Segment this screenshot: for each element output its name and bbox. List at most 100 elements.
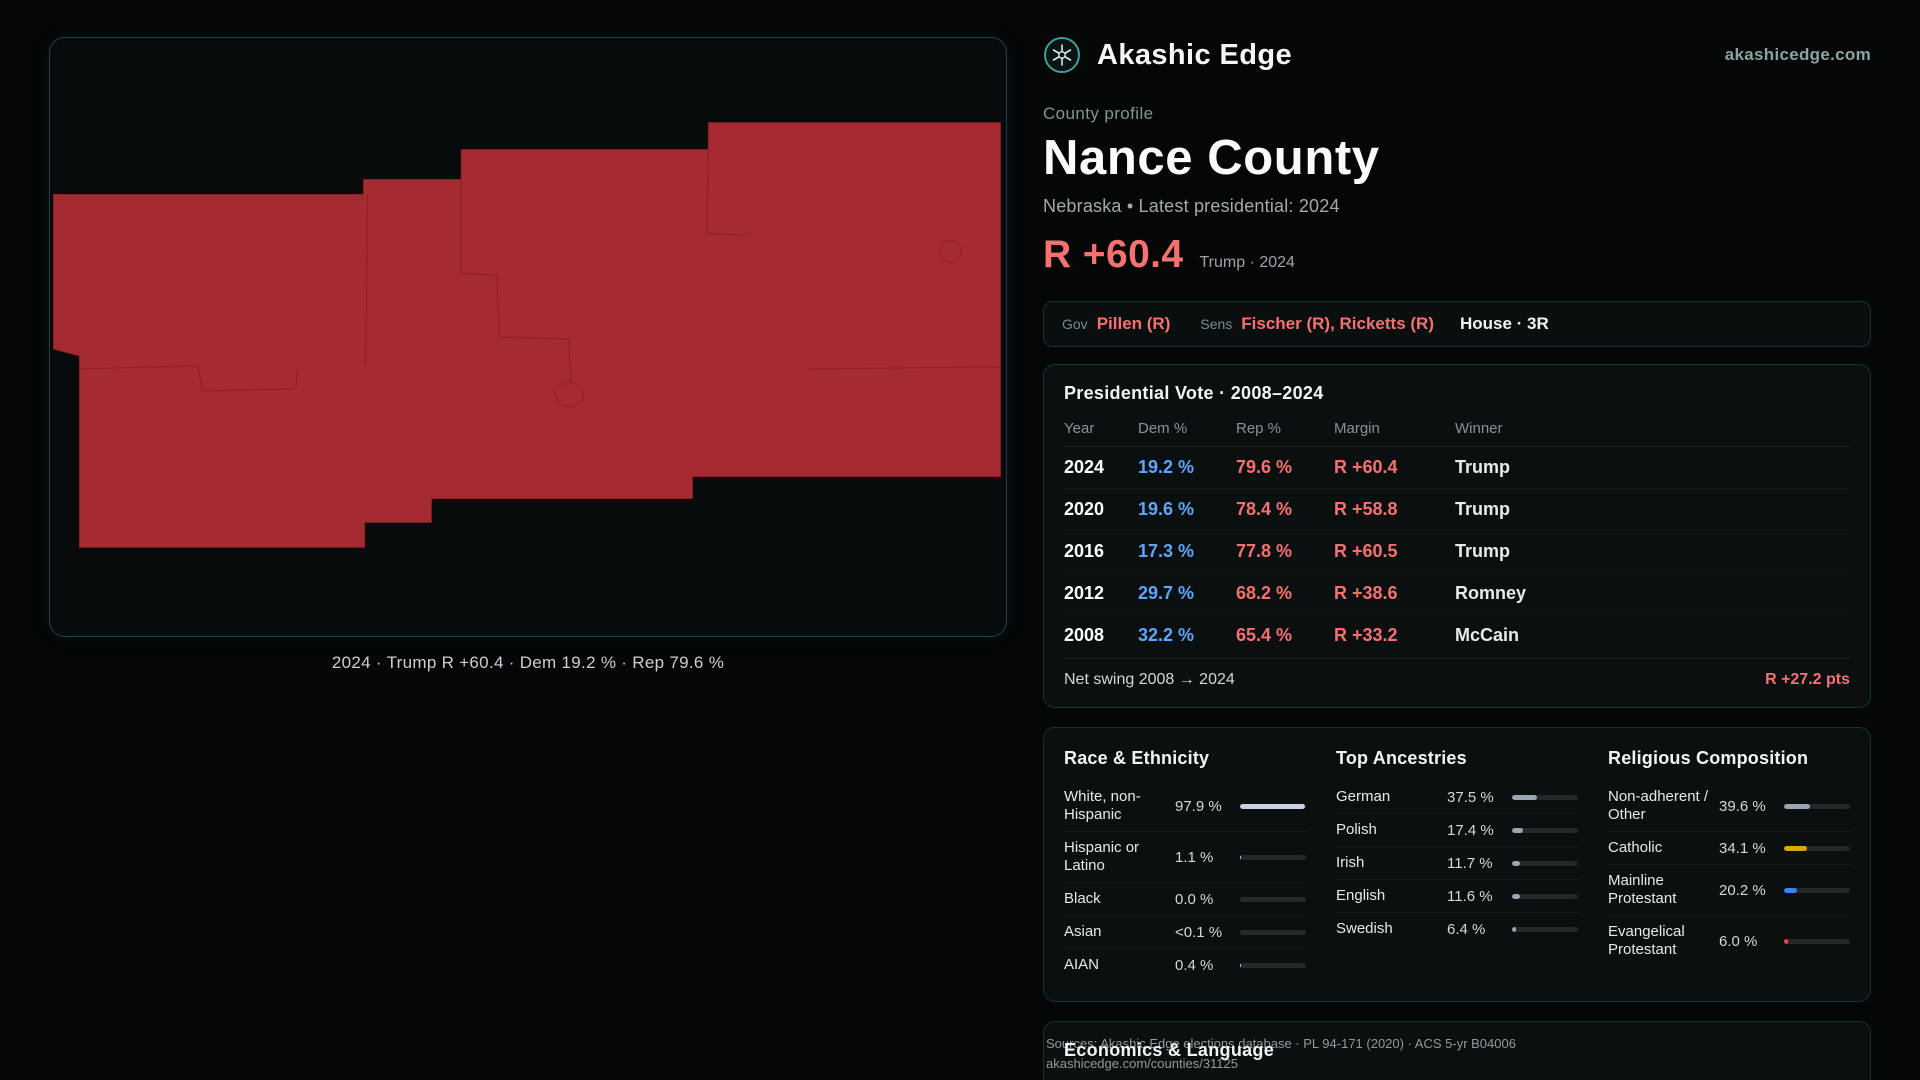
rep-cell: 65.4 % — [1236, 625, 1293, 645]
house-value: House · 3R — [1459, 314, 1549, 333]
map-caption: 2024 · Trump R +60.4 · Dem 19.2 % · Rep … — [331, 653, 725, 672]
bar-track — [1512, 926, 1578, 932]
demo-value: 0.0 % — [1175, 890, 1214, 908]
economics-panel: Sources: Akashic Edge elections database… — [1043, 1021, 1871, 1080]
table-body: 2024 19.2 % 79.6 % R +60.4 Trump 2020 19… — [1064, 447, 1850, 656]
demo-row: Non-adherent / Other 39.6 % — [1608, 781, 1850, 832]
bar-fill — [1512, 860, 1520, 866]
dem-cell: 19.2 % — [1138, 457, 1195, 477]
dem-cell: 17.3 % — [1138, 541, 1195, 561]
bar-track — [1240, 803, 1306, 809]
demo-label: Mainline Protestant — [1608, 872, 1677, 907]
net-swing-row: Net swing 2008 → 2024 R +27.2 pts — [1064, 658, 1850, 695]
demo-value: 1.1 % — [1175, 848, 1214, 866]
rep-cell: 77.8 % — [1236, 541, 1293, 561]
table-row: 2016 17.3 % 77.8 % R +60.5 Trump — [1064, 531, 1850, 573]
year-cell: 2024 — [1064, 457, 1105, 477]
presidential-title: Presidential Vote · 2008–2024 — [1064, 383, 1324, 403]
county-title: Nance County — [1043, 131, 1380, 185]
economics-title: Economics & Language — [1064, 1040, 1275, 1060]
col-dem: Dem % — [1138, 420, 1188, 437]
bar-track — [1240, 896, 1306, 902]
precinct-boundary — [460, 179, 572, 383]
year-cell: 2016 — [1064, 541, 1105, 561]
demo-row: Catholic 34.1 % — [1608, 832, 1850, 865]
section-title: Religious Composition — [1608, 748, 1809, 768]
margin-cell: R +33.2 — [1334, 625, 1398, 645]
precinct-boundary — [705, 149, 749, 236]
bar-track — [1784, 845, 1850, 851]
bar-fill — [1512, 794, 1537, 800]
demo-row: Evangelical Protestant 6.0 % — [1608, 916, 1850, 966]
col-margin: Margin — [1334, 420, 1380, 437]
demo-label: Catholic — [1608, 839, 1663, 856]
dem-cell: 29.7 % — [1138, 583, 1195, 603]
demo-label: Asian — [1064, 923, 1102, 940]
demo-row: Polish 17.4 % — [1336, 814, 1578, 847]
top-ancestries-section: Top Ancestries German 37.5 % Polish 17.4… — [1336, 748, 1578, 981]
table-row: 2020 19.6 % 78.4 % R +58.8 Trump — [1064, 489, 1850, 531]
county-map-panel[interactable] — [49, 37, 1007, 637]
demo-label: Swedish — [1336, 920, 1393, 937]
demo-value: 34.1 % — [1719, 839, 1766, 857]
bar-fill — [1512, 827, 1524, 833]
precinct-boundary — [364, 194, 369, 367]
winner-cell: Trump — [1455, 541, 1511, 561]
map-area: 2024 · Trump R +60.4 · Dem 19.2 % · Rep … — [49, 37, 1007, 673]
demo-label: Polish — [1336, 821, 1377, 838]
winner-cell: Romney — [1455, 583, 1527, 603]
race-ethnicity-section: Race & Ethnicity White, non-Hispanic 97.… — [1064, 748, 1306, 981]
town-boundary — [553, 380, 585, 409]
demo-label: AIAN — [1064, 956, 1100, 973]
demographics-panel: Race & Ethnicity White, non-Hispanic 97.… — [1043, 727, 1871, 1002]
year-cell: 2008 — [1064, 625, 1105, 645]
bar-fill — [1784, 887, 1798, 893]
demo-row: Swedish 6.4 % — [1336, 913, 1578, 945]
bar-track — [1512, 860, 1578, 866]
demo-row: English 11.6 % — [1336, 880, 1578, 913]
margin-cell: R +60.5 — [1334, 541, 1398, 561]
bar-fill — [1784, 803, 1811, 809]
demo-row: Irish 11.7 % — [1336, 847, 1578, 880]
demo-value: 37.5 % — [1447, 788, 1494, 806]
presidential-panel: Presidential Vote · 2008–2024 Year Dem %… — [1043, 364, 1871, 708]
year-cell: 2020 — [1064, 499, 1105, 519]
winner-cell: McCain — [1455, 625, 1520, 645]
bar-fill — [1512, 926, 1517, 932]
rep-cell: 68.2 % — [1236, 583, 1293, 603]
county-polygon[interactable] — [53, 122, 1001, 548]
demo-value: 11.6 % — [1447, 887, 1493, 905]
margin-value: R +60.4 — [1043, 233, 1184, 276]
bar-track — [1240, 854, 1306, 860]
bar-track — [1512, 827, 1578, 833]
latest-margin-line: R +60.4 Trump · 2024 — [1043, 233, 1871, 277]
demo-row: Mainline Protestant 20.2 % — [1608, 865, 1850, 916]
town-boundary — [938, 239, 963, 263]
margin-cell: R +58.8 — [1334, 499, 1398, 519]
swing-label: Net swing 2008 → 2024 — [1064, 671, 1235, 688]
table-row: 2008 32.2 % 65.4 % R +33.2 McCain — [1064, 615, 1850, 656]
rep-cell: 79.6 % — [1236, 457, 1293, 477]
col-winner: Winner — [1455, 420, 1503, 437]
demo-row: White, non-Hispanic 97.9 % — [1064, 781, 1306, 832]
gov-label: Gov — [1062, 316, 1088, 332]
demo-value: 20.2 % — [1719, 881, 1766, 899]
sens-value: Fischer (R), Ricketts (R) — [1241, 314, 1434, 333]
demo-label: German — [1336, 788, 1391, 805]
demo-value: <0.1 % — [1175, 923, 1223, 941]
precinct-boundary — [808, 366, 1001, 370]
brand-domain-link[interactable]: akashicedge.com — [1724, 45, 1871, 64]
demo-value: 39.6 % — [1719, 797, 1766, 815]
section-title: Top Ancestries — [1336, 748, 1467, 768]
brand-header: Akashic Edge akashicedge.com — [1043, 36, 1871, 74]
winner-cell: Trump — [1455, 499, 1511, 519]
year-cell: 2012 — [1064, 583, 1105, 603]
bar-track — [1240, 929, 1306, 935]
dem-cell: 32.2 % — [1138, 625, 1195, 645]
bar-fill — [1240, 854, 1241, 860]
demo-label: Irish — [1336, 854, 1365, 871]
bar-fill — [1512, 893, 1520, 899]
swing-value: R +27.2 pts — [1765, 671, 1850, 688]
winner-cell: Trump — [1455, 457, 1511, 477]
margin-context: Trump · 2024 — [1199, 254, 1295, 271]
